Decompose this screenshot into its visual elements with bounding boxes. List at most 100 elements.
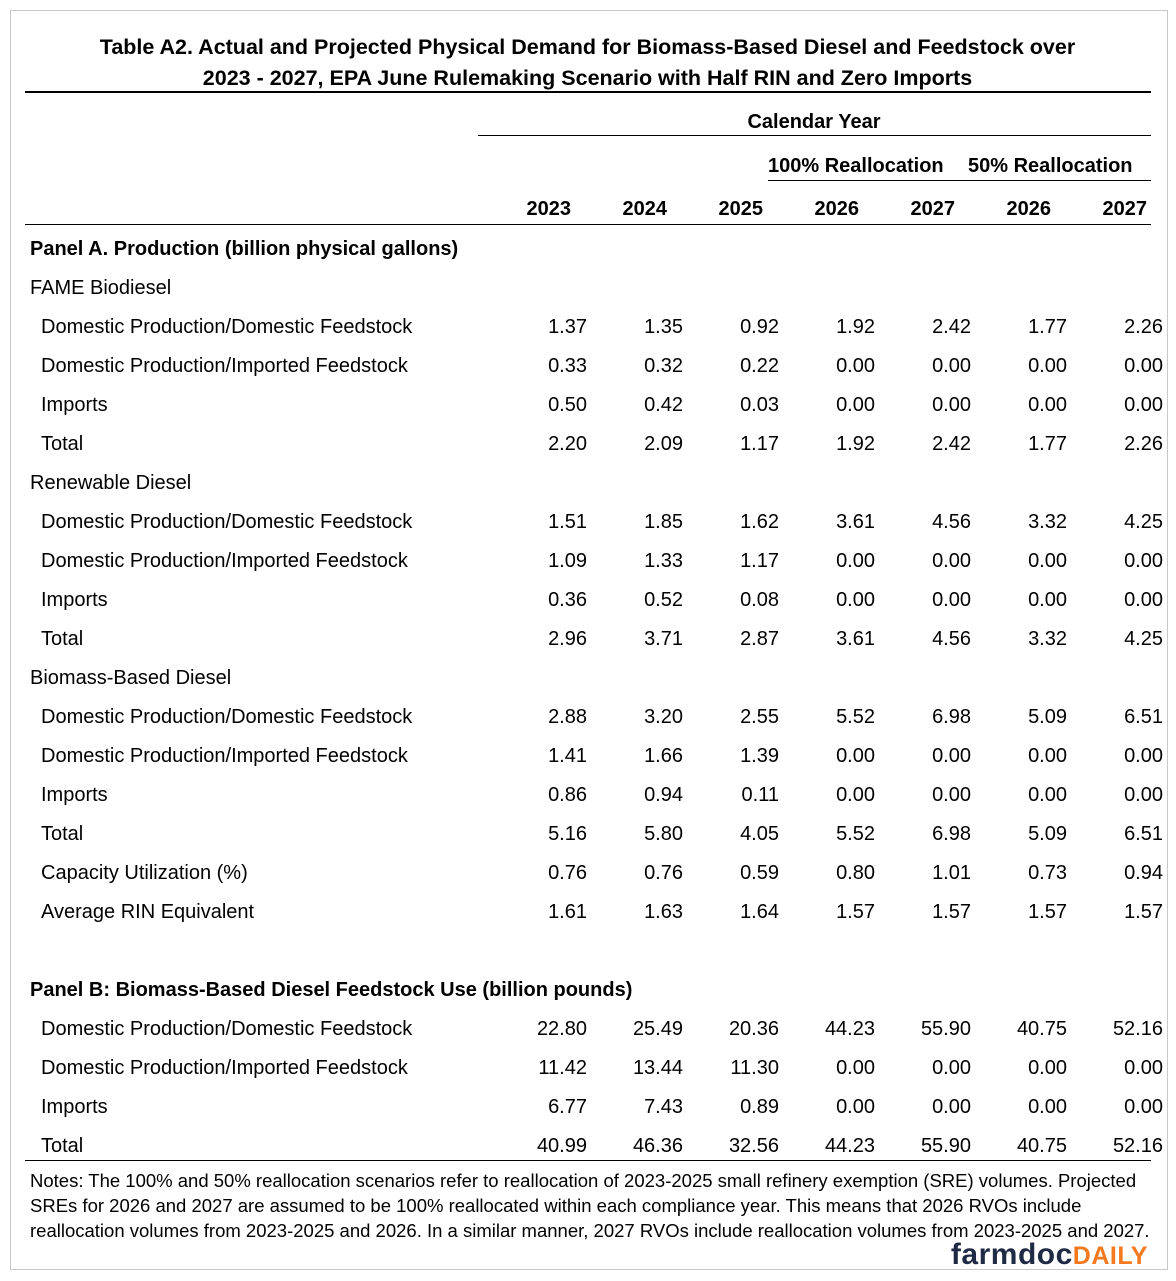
cell-value: 2.20 (548, 433, 587, 455)
cell-value: 0.00 (1124, 784, 1163, 806)
cell-value: 52.16 (1112, 1135, 1163, 1157)
cell-value: 1.85 (644, 511, 683, 533)
cell-value: 0.08 (740, 589, 779, 611)
row-label: Biomass-Based Diesel (30, 667, 232, 689)
cell-value: 55.90 (920, 1018, 971, 1040)
cell-value: 1.57 (1028, 901, 1067, 923)
row-label: Total (41, 628, 84, 650)
row-label: Average RIN Equivalent (41, 901, 255, 923)
year-header: 2027 (1102, 198, 1148, 220)
cell-value: 0.00 (836, 355, 875, 377)
table-frame (10, 10, 1168, 1270)
row-label: FAME Biodiesel (30, 277, 172, 299)
cell-value: 0.52 (644, 589, 683, 611)
cell-value: 0.36 (548, 589, 587, 611)
cell-value: 1.01 (932, 862, 971, 884)
year-header: 2024 (622, 198, 668, 220)
cell-value: 0.00 (1124, 1096, 1163, 1118)
row-label: Domestic Production/Domestic Feedstock (41, 1018, 413, 1040)
cell-value: 1.39 (740, 745, 779, 767)
cell-value: 0.22 (740, 355, 779, 377)
row-label: Imports (41, 589, 108, 611)
row-label: Renewable Diesel (30, 472, 192, 494)
table-row: Total 40.99 46.36 32.56 44.23 55.90 40.75 52.16 (25, 1127, 1163, 1166)
cell-value: 0.32 (644, 355, 683, 377)
cell-value: 7.43 (644, 1096, 683, 1118)
cell-value: 0.00 (932, 745, 971, 767)
cell-value: 44.23 (824, 1135, 875, 1157)
cell-value: 0.42 (644, 394, 683, 416)
table-row: Imports 6.77 7.43 0.89 0.00 0.00 0.00 0.00 (25, 1088, 1163, 1127)
cell-value: 1.33 (644, 550, 683, 572)
row-label: Domestic Production/Imported Feedstock (41, 745, 408, 767)
cell-value: 2.42 (932, 316, 971, 338)
row-label: Total (41, 1135, 84, 1157)
cell-value: 0.11 (741, 784, 779, 806)
cell-value: 1.17 (740, 550, 779, 572)
cell-value: 0.00 (932, 394, 971, 416)
section-heading-row: FAME Biodiesel (25, 269, 1150, 308)
cell-value: 3.20 (644, 706, 683, 728)
cell-value: 2.42 (932, 433, 971, 455)
panel-heading-row: Panel A. Production (billion physical ga… (25, 230, 1150, 269)
cell-value: 1.09 (548, 550, 587, 572)
cell-value: 1.92 (836, 316, 875, 338)
row-label: Domestic Production/Domestic Feedstock (41, 316, 413, 338)
cell-value: 5.52 (836, 706, 875, 728)
cell-value: 0.59 (740, 862, 779, 884)
cell-value: 4.05 (740, 823, 779, 845)
row-label: Domestic Production/Domestic Feedstock (41, 706, 413, 728)
cell-value: 0.92 (740, 316, 779, 338)
cell-value: 25.49 (632, 1018, 683, 1040)
cell-value: 4.25 (1124, 628, 1163, 650)
cell-value: 2.26 (1124, 316, 1163, 338)
table-row: Imports 0.50 0.42 0.03 0.00 0.00 0.00 0.00 (25, 386, 1163, 425)
cell-value: 1.57 (932, 901, 971, 923)
cell-value: 1.57 (836, 901, 875, 923)
cell-value: 5.09 (1028, 823, 1067, 845)
cell-value: 1.92 (836, 433, 875, 455)
table-row: Total 2.20 2.09 1.17 1.92 2.42 1.77 2.26 (25, 425, 1163, 464)
year-header: 2026 (814, 198, 860, 220)
cell-value: 0.76 (644, 862, 683, 884)
cell-value: 0.00 (932, 589, 971, 611)
cell-value: 20.36 (728, 1018, 779, 1040)
cell-value: 0.00 (1028, 745, 1067, 767)
row-label: Panel A. Production (billion physical ga… (30, 238, 459, 260)
cell-value: 1.51 (548, 511, 587, 533)
row-label: Imports (41, 784, 108, 806)
spacer-row (25, 932, 1150, 971)
cell-value: 0.86 (548, 784, 587, 806)
cell-value: 40.75 (1016, 1018, 1067, 1040)
cell-value: 0.94 (644, 784, 683, 806)
cell-value: 5.52 (836, 823, 875, 845)
table-row: Average RIN Equivalent 1.61 1.63 1.64 1.57 1.… (25, 893, 1163, 932)
notes: Notes: The 100% and 50% reallocation sce… (30, 1170, 1150, 1241)
table-title: Table A2. Actual and Projected Physical … (25, 32, 1150, 94)
cell-value: 0.94 (1124, 862, 1163, 884)
cell-value: 0.00 (1028, 355, 1067, 377)
table-row: Imports 0.86 0.94 0.11 0.00 0.00 0.00 0.00 (25, 776, 1163, 815)
cell-value: 0.33 (548, 355, 587, 377)
section-heading-row: Renewable Diesel (25, 464, 1150, 503)
cell-value: 0.00 (836, 1057, 875, 1079)
cell-value: 3.32 (1028, 628, 1067, 650)
cell-value: 0.00 (1124, 589, 1163, 611)
year-header: 2025 (718, 198, 764, 220)
cell-value: 1.77 (1028, 316, 1067, 338)
header-rule (25, 224, 1151, 225)
cell-value: 0.00 (1028, 784, 1067, 806)
cell-value: 0.00 (1124, 550, 1163, 572)
cell-value: 0.00 (1124, 355, 1163, 377)
calendar-year-header: Calendar Year (747, 111, 881, 133)
table-row: Domestic Production/Imported Feedstock 1.… (25, 542, 1163, 581)
table-row: Domestic Production/Imported Feedstock 0.… (25, 347, 1163, 386)
reallocation-50-header: 50% Reallocation (968, 155, 1133, 177)
table-row: Imports 0.36 0.52 0.08 0.00 0.00 0.00 0.00 (25, 581, 1163, 620)
table-row: Domestic Production/Domestic Feedstock 1.… (25, 308, 1163, 347)
year-header: 2027 (910, 198, 956, 220)
cell-value: 1.41 (548, 745, 587, 767)
cell-value: 0.00 (1028, 394, 1067, 416)
cell-value: 0.00 (836, 550, 875, 572)
table-row: Domestic Production/Domestic Feedstock 2.… (25, 698, 1163, 737)
